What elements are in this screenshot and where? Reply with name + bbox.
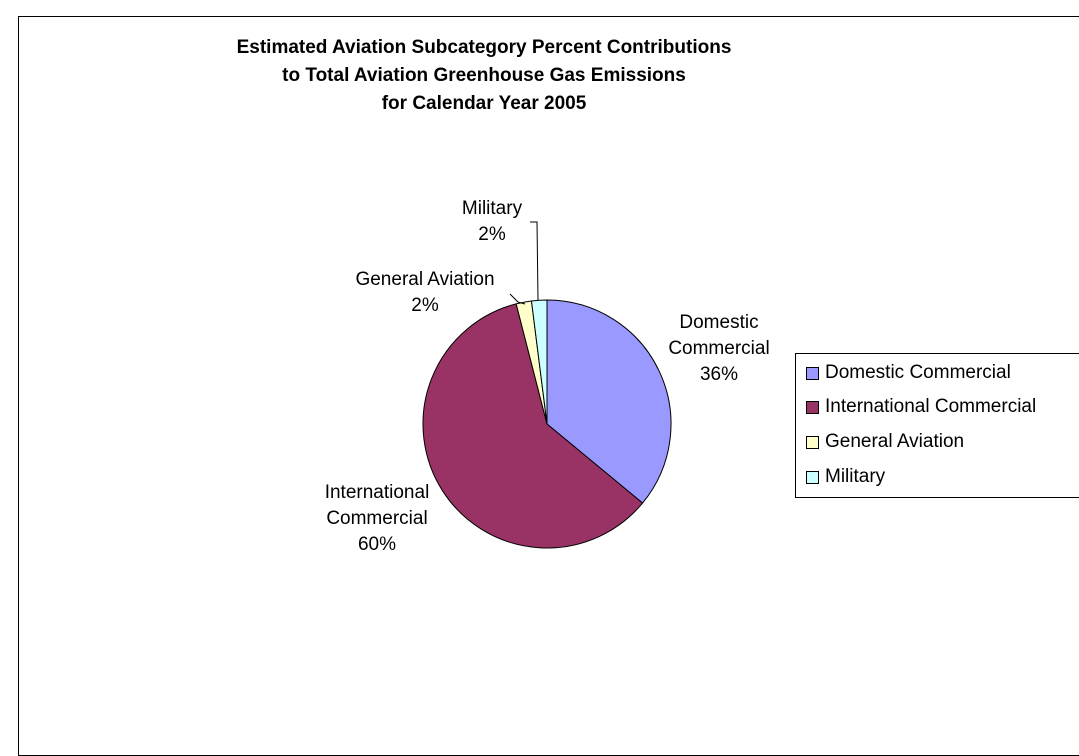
slice-label-domestic-commercial-line-1: Domestic [679, 312, 759, 333]
slice-label-military: Military 2% [462, 196, 522, 248]
legend-item-military: Military [806, 466, 885, 488]
legend-label-domestic-commercial: Domestic Commercial [825, 362, 1011, 383]
slice-label-domestic-commercial-line-2: Commercial [668, 338, 770, 359]
slice-label-military-line-1: Military [461, 198, 523, 219]
chart-legend: Domestic Commercial International Commer… [795, 353, 1079, 498]
slice-label-international-commercial: International Commercial 60% [325, 480, 430, 558]
legend-label-military: Military [825, 466, 886, 487]
chart-title: Estimated Aviation Subcategory Percent C… [18, 34, 950, 118]
slice-label-domestic-commercial-pct: 36% [699, 364, 739, 385]
pie-slice-military [530, 299, 548, 425]
legend-item-general-aviation: General Aviation [806, 431, 964, 453]
slice-label-general-aviation: General Aviation 2% [355, 267, 494, 319]
legend-item-domestic-commercial: Domestic Commercial [806, 362, 1011, 384]
slice-label-international-commercial-line-2: Commercial [326, 508, 428, 529]
chart-title-line-1: Estimated Aviation Subcategory Percent C… [236, 37, 732, 58]
chart-title-line-3: for Calendar Year 2005 [381, 93, 587, 114]
legend-label-general-aviation: General Aviation [825, 431, 965, 452]
leader-line-military [530, 221, 539, 301]
legend-swatch-international-commercial [806, 400, 819, 414]
slice-label-domestic-commercial: Domestic Commercial 36% [668, 310, 769, 388]
slice-label-international-commercial-line-1: International [324, 482, 430, 503]
legend-swatch-general-aviation [806, 435, 819, 449]
legend-item-international-commercial: International Commercial [806, 396, 1036, 418]
pie-slice-domestic-commercial [546, 299, 672, 504]
legend-swatch-military [806, 470, 819, 484]
slice-label-general-aviation-line-1: General Aviation [355, 269, 495, 290]
chart-title-line-2: to Total Aviation Greenhouse Gas Emissio… [282, 65, 686, 86]
leader-line-general-aviation [509, 293, 526, 305]
slice-label-international-commercial-pct: 60% [357, 534, 397, 555]
pie-slice-international-commercial [422, 303, 644, 549]
slice-label-military-pct: 2% [478, 224, 506, 245]
legend-label-international-commercial: International Commercial [825, 396, 1037, 417]
slice-label-general-aviation-pct: 2% [411, 295, 439, 316]
legend-swatch-domestic-commercial [806, 366, 819, 380]
